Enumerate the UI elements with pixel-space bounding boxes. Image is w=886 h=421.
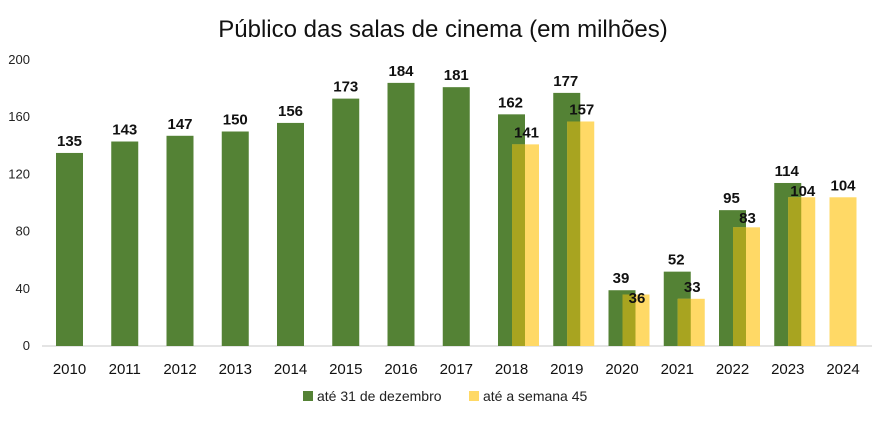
data-label-2017-dezembro: 181 [444,67,469,84]
x-tick-label: 2011 [109,361,141,378]
data-label-2021-dezembro: 52 [668,252,685,269]
y-tick-label: 120 [8,166,30,181]
data-label-2023-dezembro: 114 [775,163,800,180]
legend-swatch-dezembro [303,391,313,401]
x-tick-label: 2012 [163,361,196,378]
legend-swatch-semana45 [469,391,479,401]
y-tick-label: 80 [16,224,30,239]
bar-2011-dezembro [111,141,139,346]
y-tick-label: 40 [16,281,30,296]
data-label-2020-dezembro: 39 [613,270,630,287]
legend-label-dezembro: até 31 de dezembro [317,388,442,404]
x-tick-label: 2013 [219,361,252,378]
bar-overlap-2021 [677,298,691,346]
bar-overlap-2020 [622,294,636,346]
data-label-2021-semana45: 33 [684,279,701,296]
x-tick-label: 2015 [329,361,362,378]
data-label-2018-dezembro: 162 [498,94,523,111]
y-tick-label: 200 [8,52,30,67]
bar-2010-dezembro [56,152,83,346]
data-label-2018-semana45: 141 [514,124,539,141]
bar-2016-dezembro [387,82,415,346]
x-tick-label: 2014 [274,361,307,378]
bar-2012-dezembro [166,135,194,346]
x-tick-label: 2020 [605,361,638,378]
y-tick-label: 160 [8,109,30,124]
bar-2013-dezembro [221,131,249,346]
chart-title: Público das salas de cinema (em milhões) [218,16,668,43]
bar-2014-dezembro [277,122,304,346]
x-tick-label: 2018 [495,361,528,378]
data-label-2019-semana45: 157 [569,101,594,118]
x-axis: 2010 2011 2012 2013 2014 2015 2016 2017 2018 2019… [53,361,860,378]
x-tick-label: 2016 [384,361,417,378]
x-tick-label: 2021 [661,361,694,378]
bar-overlap-2022 [733,227,746,346]
data-label-2022-semana45: 83 [739,210,756,227]
data-label-2014-dezembro: 156 [278,103,303,120]
data-label-2024-semana45: 104 [830,177,856,194]
y-axis: 0 40 80 120 160 200 [8,52,30,353]
data-label-2016-dezembro: 184 [388,63,414,80]
bar-overlap-2019 [567,121,581,347]
legend-label-semana45: até a semana 45 [483,388,588,404]
data-label-2013-dezembro: 150 [223,112,248,129]
x-tick-label: 2017 [440,361,473,378]
data-label-2022-dezembro: 95 [723,190,740,207]
bar-2017-dezembro [442,87,470,347]
x-tick-label: 2022 [716,361,749,378]
bar-2024-semana45 [829,197,857,346]
x-tick-label: 2024 [826,361,859,378]
x-tick-label: 2010 [53,361,86,378]
x-tick-label: 2023 [771,361,804,378]
data-label-2019-dezembro: 177 [553,73,578,90]
data-label-2015-dezembro: 173 [333,79,358,96]
bar-overlap-2023 [788,197,802,346]
data-label-2023-semana45: 104 [790,183,816,200]
data-label-2020-semana45: 36 [629,290,646,307]
x-tick-label: 2019 [550,361,583,378]
bar-2015-dezembro [332,98,360,346]
data-label-2012-dezembro: 147 [167,116,192,133]
legend: até 31 de dezembro até a semana 45 [303,388,588,404]
data-label-2010-dezembro: 135 [57,133,82,150]
y-tick-label: 0 [23,338,30,353]
data-label-2011-dezembro: 143 [112,122,137,139]
data-labels: 135 143 147 150 156 173 184 181 162 141 177 157 39 36… [57,63,856,307]
plot-area [42,82,872,347]
bar-overlap-2018 [512,144,525,346]
